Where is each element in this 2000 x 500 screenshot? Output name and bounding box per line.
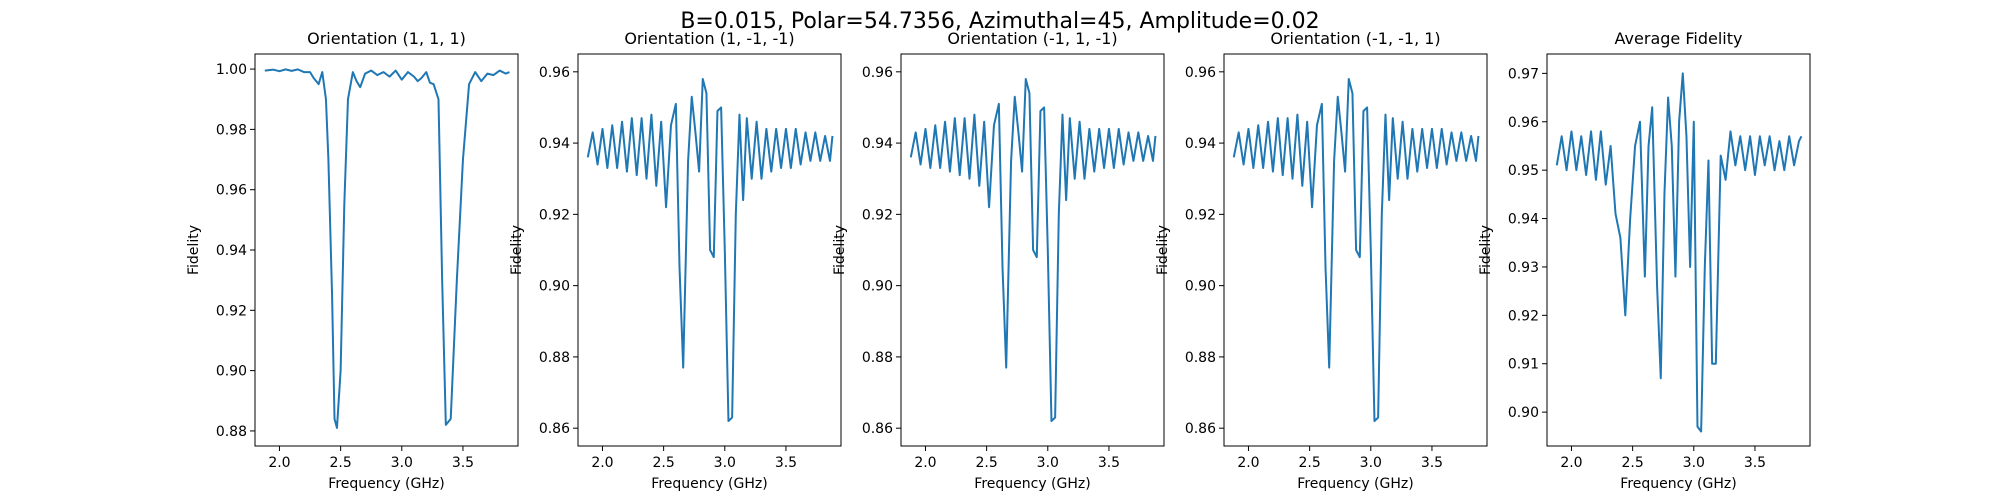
y-axis-label: Fidelity — [186, 225, 202, 275]
y-tick-label: 0.96 — [1185, 65, 1216, 81]
y-tick-label: 0.91 — [1508, 357, 1539, 373]
y-tick-label: 0.92 — [216, 303, 247, 319]
y-axis-label: Fidelity — [1155, 225, 1171, 275]
x-tick-label: 2.5 — [1298, 455, 1320, 471]
y-tick-label: 0.86 — [1185, 421, 1216, 437]
subplot-title: Orientation (-1, 1, -1) — [947, 29, 1117, 48]
x-tick-label: 2.5 — [652, 455, 674, 471]
x-axis-label: Frequency (GHz) — [1297, 476, 1413, 492]
x-tick-label: 3.0 — [391, 455, 413, 471]
y-tick-label: 0.94 — [1185, 136, 1216, 152]
x-tick-label: 2.0 — [1560, 455, 1582, 471]
x-axis-label: Frequency (GHz) — [974, 476, 1090, 492]
y-tick-label: 0.90 — [216, 364, 247, 380]
y-tick-label: 0.88 — [539, 350, 570, 366]
x-tick-label: 3.5 — [1744, 455, 1766, 471]
y-tick-label: 0.95 — [1508, 163, 1539, 179]
fidelity-series-line — [264, 68, 510, 429]
y-tick-label: 0.92 — [1508, 308, 1539, 324]
fidelity-series-line — [1232, 77, 1480, 423]
subplot-5: Average Fidelity 2.0 2.5 3.0 3.5 0.90 0.91 0.92… — [1478, 29, 1811, 492]
x-tick-label: 3.0 — [1037, 455, 1059, 471]
y-tick-label: 0.94 — [862, 136, 893, 152]
subplot-1: Orientation (1, 1, 1) 2.0 2.5 3.0 3.5 0.88 0.9… — [186, 29, 519, 492]
x-axis-label: Frequency (GHz) — [1620, 476, 1736, 492]
fidelity-series-line — [909, 77, 1157, 423]
y-tick-label: 0.98 — [216, 122, 247, 138]
x-tick-label: 2.0 — [1237, 455, 1259, 471]
y-tick-label: 0.92 — [539, 207, 570, 223]
x-axis-label: Frequency (GHz) — [328, 476, 444, 492]
y-tick-label: 0.92 — [1185, 207, 1216, 223]
y-tick-label: 0.94 — [539, 136, 570, 152]
y-axis-label: Fidelity — [1478, 225, 1494, 275]
y-axis-label: Fidelity — [832, 225, 848, 275]
axes-frame — [577, 53, 842, 447]
subplot-title: Orientation (-1, -1, 1) — [1270, 29, 1440, 48]
x-axis-label: Frequency (GHz) — [651, 476, 767, 492]
subplot-grid: Orientation (1, 1, 1) 2.0 2.5 3.0 3.5 0.88 0.9… — [186, 29, 1811, 492]
y-tick-label: 0.97 — [1508, 66, 1539, 82]
y-tick-label: 0.88 — [862, 350, 893, 366]
figure-suptitle: B=0.015, Polar=54.7356, Azimuthal=45, Am… — [680, 9, 1319, 34]
y-tick-label: 0.90 — [1508, 405, 1539, 421]
x-tick-label: 2.5 — [975, 455, 997, 471]
x-tick-label: 3.5 — [775, 455, 797, 471]
x-tick-label: 3.5 — [1421, 455, 1443, 471]
y-tick-label: 0.93 — [1508, 260, 1539, 276]
y-tick-label: 0.86 — [862, 421, 893, 437]
y-tick-label: 0.94 — [216, 243, 247, 259]
fidelity-series-line — [586, 77, 834, 423]
y-axis-label: Fidelity — [509, 225, 525, 275]
x-tick-label: 3.5 — [452, 455, 474, 471]
axes-frame — [1546, 53, 1811, 447]
axes-frame — [254, 53, 519, 447]
x-tick-label: 3.0 — [714, 455, 736, 471]
y-tick-label: 0.96 — [539, 65, 570, 81]
x-tick-label: 2.0 — [268, 455, 290, 471]
subplot-3: Orientation (-1, 1, -1) 2.0 2.5 3.0 3.5 0.86 0… — [832, 29, 1165, 492]
y-tick-label: 0.94 — [1508, 212, 1539, 228]
y-tick-label: 0.92 — [862, 207, 893, 223]
y-tick-label: 0.96 — [1508, 115, 1539, 131]
x-tick-label: 3.0 — [1683, 455, 1705, 471]
subplot-title: Orientation (1, -1, -1) — [624, 29, 794, 48]
subplot-4: Orientation (-1, -1, 1) 2.0 2.5 3.0 3.5 0.86 0… — [1155, 29, 1488, 492]
x-tick-label: 2.0 — [914, 455, 936, 471]
subplot-2: Orientation (1, -1, -1) 2.0 2.5 3.0 3.5 0.86 0… — [509, 29, 842, 492]
y-tick-label: 0.96 — [862, 65, 893, 81]
y-tick-label: 1.00 — [216, 62, 247, 78]
y-tick-label: 0.88 — [1185, 350, 1216, 366]
axes-frame — [1223, 53, 1488, 447]
x-tick-label: 3.5 — [1098, 455, 1120, 471]
subplot-title: Orientation (1, 1, 1) — [307, 29, 466, 48]
y-tick-label: 0.90 — [862, 279, 893, 295]
y-tick-label: 0.90 — [1185, 279, 1216, 295]
axes-frame — [900, 53, 1165, 447]
x-tick-label: 3.0 — [1360, 455, 1382, 471]
subplot-title: Average Fidelity — [1615, 29, 1743, 48]
y-tick-label: 0.96 — [216, 183, 247, 199]
x-tick-label: 2.5 — [329, 455, 351, 471]
y-tick-label: 0.88 — [216, 424, 247, 440]
fidelity-series-line — [1555, 72, 1803, 433]
y-tick-label: 0.90 — [539, 279, 570, 295]
x-tick-label: 2.0 — [591, 455, 613, 471]
y-tick-label: 0.86 — [539, 421, 570, 437]
x-tick-label: 2.5 — [1621, 455, 1643, 471]
